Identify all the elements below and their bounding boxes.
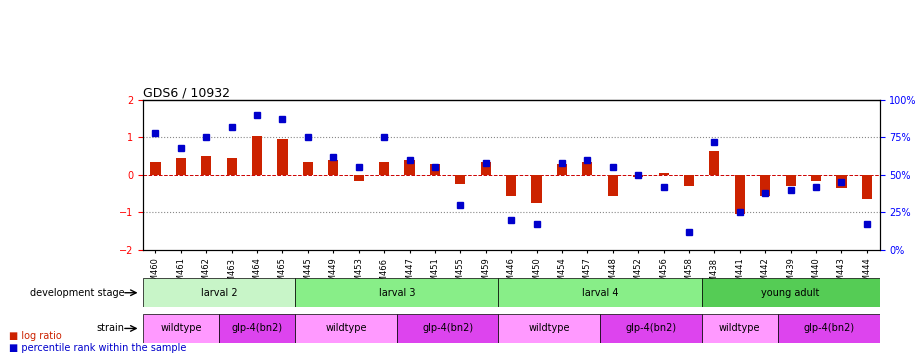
Text: glp-4(bn2): glp-4(bn2) [422,323,473,333]
FancyBboxPatch shape [702,314,778,343]
Bar [328,160,338,175]
Bar [608,175,618,196]
Bar [379,162,390,175]
Bar [582,162,592,175]
FancyBboxPatch shape [778,314,880,343]
Text: glp-4(bn2): glp-4(bn2) [231,323,283,333]
Bar [684,175,694,186]
Text: GDS6 / 10932: GDS6 / 10932 [143,87,229,100]
Bar [633,175,643,177]
FancyBboxPatch shape [702,278,880,307]
Text: strain: strain [97,323,124,333]
FancyBboxPatch shape [498,314,600,343]
Bar [227,158,237,175]
Bar [836,175,846,188]
Bar [404,160,414,175]
Bar [201,156,211,175]
FancyBboxPatch shape [397,314,498,343]
Bar [786,175,796,186]
FancyBboxPatch shape [498,278,702,307]
Text: glp-4(bn2): glp-4(bn2) [625,323,676,333]
Bar [659,173,669,175]
Text: wildtype: wildtype [529,323,570,333]
FancyBboxPatch shape [143,314,219,343]
Text: young adult: young adult [762,288,820,298]
Text: wildtype: wildtype [160,323,202,333]
Text: development stage: development stage [29,288,124,298]
Bar [481,162,491,175]
Bar [735,175,745,214]
Text: larval 2: larval 2 [201,288,238,298]
Bar [811,175,822,181]
Bar [862,175,872,199]
Bar [150,162,160,175]
FancyBboxPatch shape [296,314,397,343]
Text: larval 3: larval 3 [379,288,415,298]
Bar [506,175,517,196]
Bar [430,164,440,175]
Text: wildtype: wildtype [719,323,761,333]
FancyBboxPatch shape [219,314,296,343]
Text: ■ percentile rank within the sample: ■ percentile rank within the sample [9,343,187,353]
Bar [455,175,465,184]
Bar [557,164,567,175]
Bar [354,175,364,181]
Bar [303,162,313,175]
FancyBboxPatch shape [600,314,702,343]
Bar [252,136,262,175]
Bar [709,151,719,175]
FancyBboxPatch shape [296,278,498,307]
Text: glp-4(bn2): glp-4(bn2) [803,323,855,333]
Bar [277,139,287,175]
Bar [176,158,186,175]
Text: larval 4: larval 4 [582,288,618,298]
Bar [760,175,770,196]
FancyBboxPatch shape [143,278,296,307]
Bar [531,175,542,203]
Text: wildtype: wildtype [325,323,367,333]
Text: ■ log ratio: ■ log ratio [9,331,62,341]
